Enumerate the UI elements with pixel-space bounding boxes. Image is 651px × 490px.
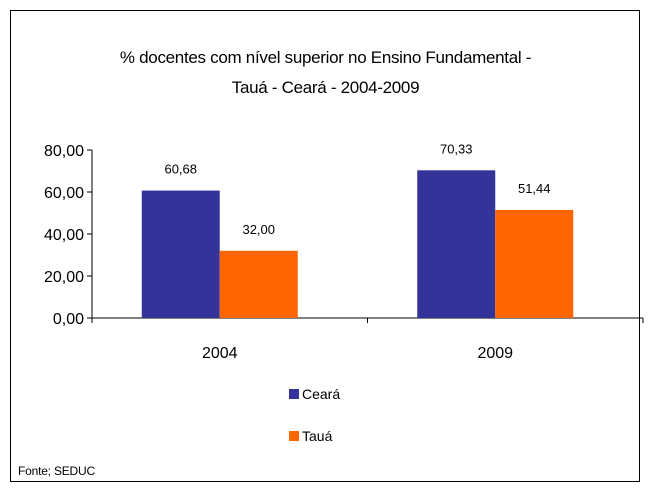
data-label: 60,68 [164,162,197,177]
y-tick-label: 80,00 [44,143,84,160]
legend-label-ceara: Ceará [302,386,341,402]
data-label: 51,44 [518,181,551,196]
legend-item-ceara: Ceará [289,386,340,402]
data-label: 32,00 [242,222,275,237]
chart-title-line-1: % docentes com nível superior no Ensino … [119,48,532,67]
bar-cear-2009 [417,170,496,318]
bar-tau-2004 [219,250,298,318]
y-tick-label: 40,00 [44,227,84,244]
bar-tau-2009 [495,209,574,318]
legend-label-taua: Tauá [302,428,333,444]
chart-frame [10,10,640,482]
bar-cear-2004 [141,190,220,318]
y-tick-label: 60,00 [44,185,84,202]
x-tick-label-2009: 2009 [477,345,513,362]
legend-item-taua: Tauá [289,428,332,444]
x-tick-label-2004: 2004 [202,345,238,362]
chart-title-line-2: Tauá - Ceará - 2004-2009 [231,78,420,97]
y-tick-label: 20,00 [44,269,84,286]
legend-swatch-ceara [289,389,299,399]
source-note: Fonte; SEDUC [18,464,95,478]
y-tick-label: 0,00 [53,311,84,328]
legend-swatch-taua [289,431,299,441]
data-label: 70,33 [440,141,473,156]
